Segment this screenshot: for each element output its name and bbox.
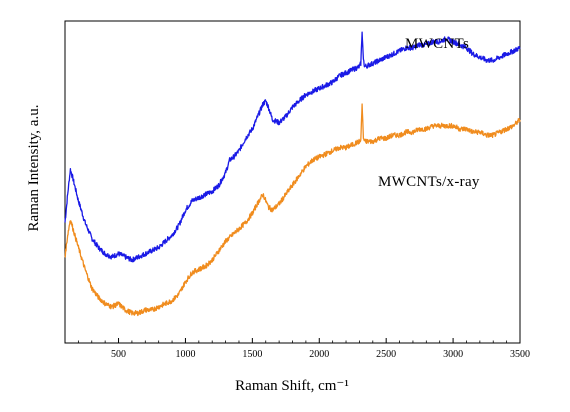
y-axis-title: Raman Intensity, a.u. xyxy=(26,105,42,232)
series-layer xyxy=(64,31,521,317)
x-tick-label-3000: 3000 xyxy=(443,349,463,360)
x-axis-title: Raman Shift, cm⁻¹ xyxy=(235,378,349,394)
x-tick-label-1500: 1500 xyxy=(242,349,262,360)
series-label-mwcnts-xray: MWCNTs/x-ray xyxy=(378,174,480,190)
x-tick-label-3500: 3500 xyxy=(510,349,530,360)
x-axis-tick-labels: 500 1000 1500 2000 2500 3000 3500 xyxy=(111,349,530,360)
series-line-mwcnts xyxy=(64,31,521,263)
x-tick-label-2500: 2500 xyxy=(376,349,396,360)
x-tick-label-1000: 1000 xyxy=(175,349,195,360)
x-tick-label-500: 500 xyxy=(111,349,126,360)
x-tick-label-2000: 2000 xyxy=(309,349,329,360)
series-line-mwcnts-xray xyxy=(64,103,521,317)
x-axis-ticks xyxy=(64,338,521,343)
series-label-mwcnts: MWCNTs xyxy=(405,36,469,52)
